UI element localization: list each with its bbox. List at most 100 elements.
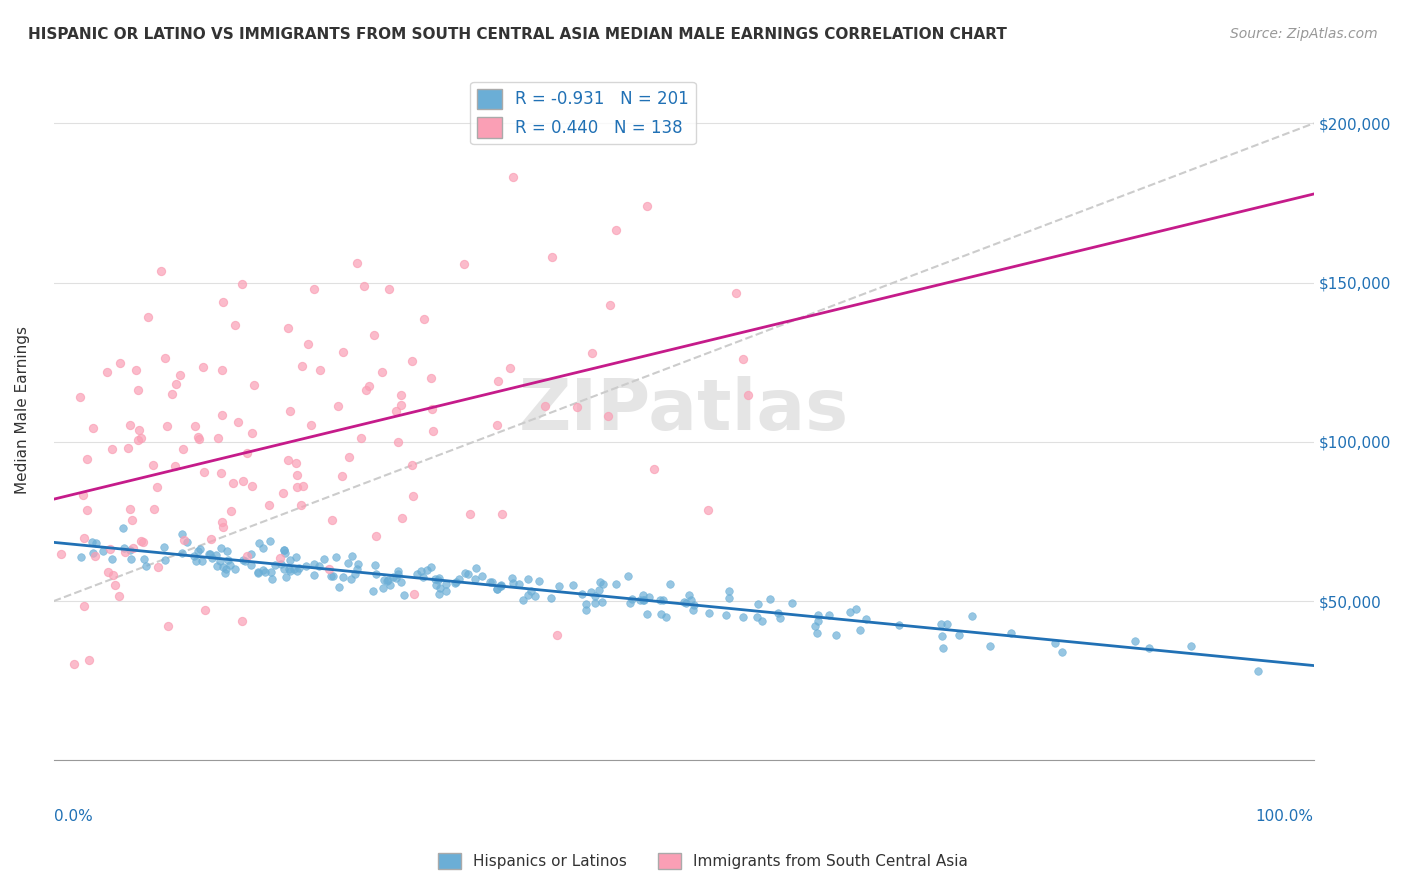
Hispanics or Latinos xyxy=(502,575,524,590)
Hispanics or Latinos xyxy=(633,593,655,607)
Hispanics or Latinos xyxy=(652,592,675,607)
Immigrants from South Central Asia xyxy=(402,587,425,601)
Hispanics or Latinos xyxy=(252,563,274,577)
Immigrants from South Central Asia xyxy=(157,618,180,632)
Hispanics or Latinos xyxy=(1123,633,1146,648)
Immigrants from South Central Asia xyxy=(422,424,444,438)
Immigrants from South Central Asia xyxy=(271,486,294,500)
Immigrants from South Central Asia xyxy=(304,282,326,296)
Immigrants from South Central Asia xyxy=(101,442,124,456)
Hispanics or Latinos xyxy=(387,567,409,582)
Immigrants from South Central Asia xyxy=(297,337,319,351)
Hispanics or Latinos xyxy=(817,607,839,622)
Hispanics or Latinos xyxy=(343,567,366,582)
Immigrants from South Central Asia xyxy=(643,462,665,476)
Hispanics or Latinos xyxy=(571,587,593,601)
Immigrants from South Central Asia xyxy=(326,399,349,413)
Immigrants from South Central Asia xyxy=(309,363,332,377)
Hispanics or Latinos xyxy=(183,549,205,564)
Immigrants from South Central Asia xyxy=(697,503,720,517)
Hispanics or Latinos xyxy=(264,558,287,572)
Immigrants from South Central Asia xyxy=(605,223,627,237)
Hispanics or Latinos xyxy=(714,608,737,623)
Hispanics or Latinos xyxy=(588,582,610,597)
Hispanics or Latinos xyxy=(1045,636,1067,650)
Immigrants from South Central Asia xyxy=(114,544,136,558)
Immigrants from South Central Asia xyxy=(724,285,747,300)
Hispanics or Latinos xyxy=(675,596,697,610)
Immigrants from South Central Asia xyxy=(321,513,343,527)
Hispanics or Latinos xyxy=(278,564,301,578)
Hispanics or Latinos xyxy=(979,639,1001,653)
Hispanics or Latinos xyxy=(948,628,970,642)
Text: Source: ZipAtlas.com: Source: ZipAtlas.com xyxy=(1230,27,1378,41)
Hispanics or Latinos xyxy=(93,544,115,558)
Hispanics or Latinos xyxy=(187,544,209,558)
Immigrants from South Central Asia xyxy=(118,417,141,432)
Hispanics or Latinos xyxy=(855,612,877,626)
Hispanics or Latinos xyxy=(678,588,700,602)
Immigrants from South Central Asia xyxy=(82,421,104,435)
Hispanics or Latinos xyxy=(605,576,627,591)
Hispanics or Latinos xyxy=(260,565,283,579)
Immigrants from South Central Asia xyxy=(49,547,72,561)
Hispanics or Latinos xyxy=(332,570,354,584)
Hispanics or Latinos xyxy=(111,521,134,535)
Immigrants from South Central Asia xyxy=(565,401,588,415)
Hispanics or Latinos xyxy=(361,583,384,598)
Hispanics or Latinos xyxy=(270,558,292,572)
Hispanics or Latinos xyxy=(284,549,307,564)
Hispanics or Latinos xyxy=(295,559,318,574)
Immigrants from South Central Asia xyxy=(165,376,187,391)
Hispanics or Latinos xyxy=(321,568,343,582)
Hispanics or Latinos xyxy=(377,574,399,589)
Immigrants from South Central Asia xyxy=(546,628,568,642)
Hispanics or Latinos xyxy=(273,543,295,558)
Immigrants from South Central Asia xyxy=(211,520,233,534)
Immigrants from South Central Asia xyxy=(107,589,129,603)
Hispanics or Latinos xyxy=(197,547,219,561)
Hispanics or Latinos xyxy=(807,608,830,623)
Immigrants from South Central Asia xyxy=(129,534,152,549)
Immigrants from South Central Asia xyxy=(169,368,191,382)
Immigrants from South Central Asia xyxy=(236,446,259,460)
Immigrants from South Central Asia xyxy=(502,169,524,184)
Hispanics or Latinos xyxy=(405,566,427,581)
Hispanics or Latinos xyxy=(845,602,868,616)
Immigrants from South Central Asia xyxy=(541,251,564,265)
Immigrants from South Central Asia xyxy=(211,408,233,422)
Immigrants from South Central Asia xyxy=(402,489,425,503)
Immigrants from South Central Asia xyxy=(104,578,127,592)
Hispanics or Latinos xyxy=(751,614,773,628)
Immigrants from South Central Asia xyxy=(391,511,413,525)
Hispanics or Latinos xyxy=(373,574,395,588)
Immigrants from South Central Asia xyxy=(389,398,412,412)
Hispanics or Latinos xyxy=(679,592,702,607)
Hispanics or Latinos xyxy=(491,579,513,593)
Hispanics or Latinos xyxy=(527,574,550,588)
Immigrants from South Central Asia xyxy=(285,456,308,470)
Immigrants from South Central Asia xyxy=(491,507,513,521)
Immigrants from South Central Asia xyxy=(485,418,508,433)
Immigrants from South Central Asia xyxy=(499,361,522,376)
Hispanics or Latinos xyxy=(214,561,236,575)
Hispanics or Latinos xyxy=(217,553,239,567)
Immigrants from South Central Asia xyxy=(232,474,254,488)
Hispanics or Latinos xyxy=(239,558,262,572)
Hispanics or Latinos xyxy=(278,553,301,567)
Hispanics or Latinos xyxy=(246,565,269,579)
Hispanics or Latinos xyxy=(427,571,450,585)
Hispanics or Latinos xyxy=(412,570,434,584)
Hispanics or Latinos xyxy=(523,589,546,603)
Hispanics or Latinos xyxy=(682,598,704,612)
Immigrants from South Central Asia xyxy=(207,431,229,445)
Hispanics or Latinos xyxy=(259,533,281,548)
Immigrants from South Central Asia xyxy=(599,298,621,312)
Immigrants from South Central Asia xyxy=(330,469,353,483)
Immigrants from South Central Asia xyxy=(127,383,149,397)
Immigrants from South Central Asia xyxy=(226,415,249,429)
Hispanics or Latinos xyxy=(516,588,538,602)
Hispanics or Latinos xyxy=(304,557,326,571)
Hispanics or Latinos xyxy=(205,548,228,562)
Hispanics or Latinos xyxy=(198,547,221,561)
